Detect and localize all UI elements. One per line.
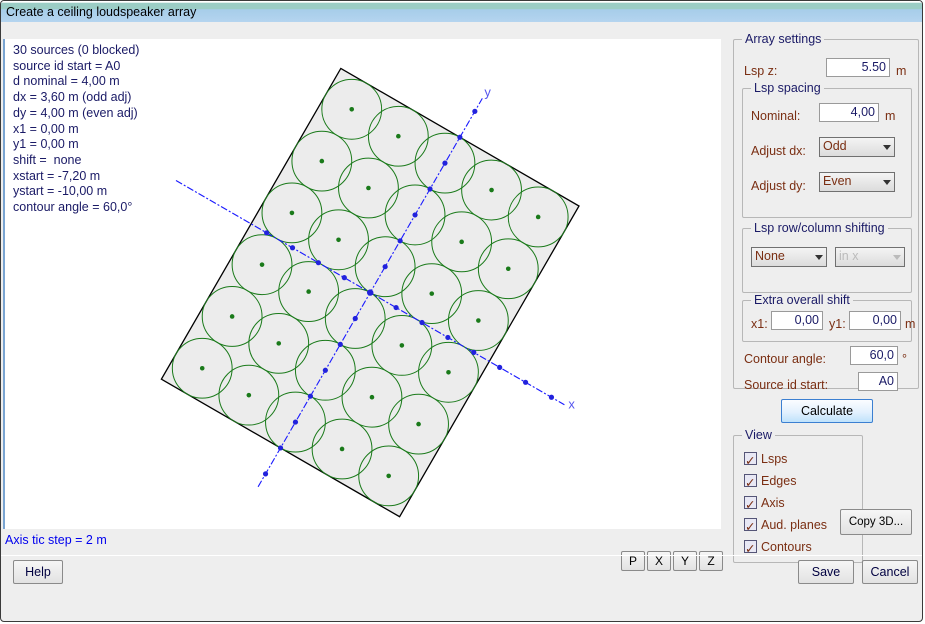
svg-text:y: y bbox=[484, 84, 491, 99]
svg-text:x: x bbox=[568, 397, 575, 412]
